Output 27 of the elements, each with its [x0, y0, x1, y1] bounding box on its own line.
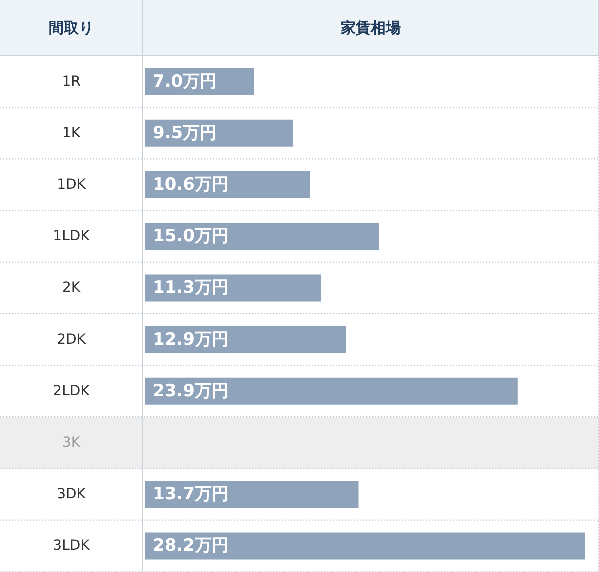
- data-label: 15.0万円: [153, 226, 229, 247]
- y-tick-label: 3DK: [57, 486, 87, 503]
- bar: [145, 532, 585, 560]
- y-tick-label: 3K: [62, 435, 82, 451]
- bar: [145, 274, 322, 302]
- y-tick-label: 1K: [62, 125, 82, 142]
- y-tick-label: 2K: [62, 280, 82, 296]
- data-label: 23.9万円: [153, 381, 229, 402]
- data-label: 7.0万円: [153, 72, 218, 92]
- y-tick-label: 1R: [62, 74, 82, 90]
- bar: [145, 223, 380, 250]
- bar: [145, 378, 518, 405]
- data-label: 11.3万円: [153, 278, 229, 298]
- data-label: 13.7万円: [153, 484, 229, 505]
- x-axis-title: 家賃相場: [340, 19, 401, 37]
- y-tick-label: 2DK: [57, 332, 87, 348]
- data-label: 9.5万円: [153, 123, 218, 144]
- bar: [145, 326, 346, 354]
- y-tick-label: 1LDK: [53, 228, 91, 245]
- data-label: 10.6万円: [153, 175, 229, 195]
- y-tick-label: 1DK: [57, 177, 87, 193]
- y-tick-label: 3LDK: [53, 538, 91, 554]
- y-axis-title: 間取り: [49, 19, 94, 37]
- data-label: 12.9万円: [153, 330, 229, 350]
- data-label: 28.2万円: [153, 536, 229, 556]
- y-tick-label: 2LDK: [53, 383, 91, 400]
- bar: [145, 481, 359, 508]
